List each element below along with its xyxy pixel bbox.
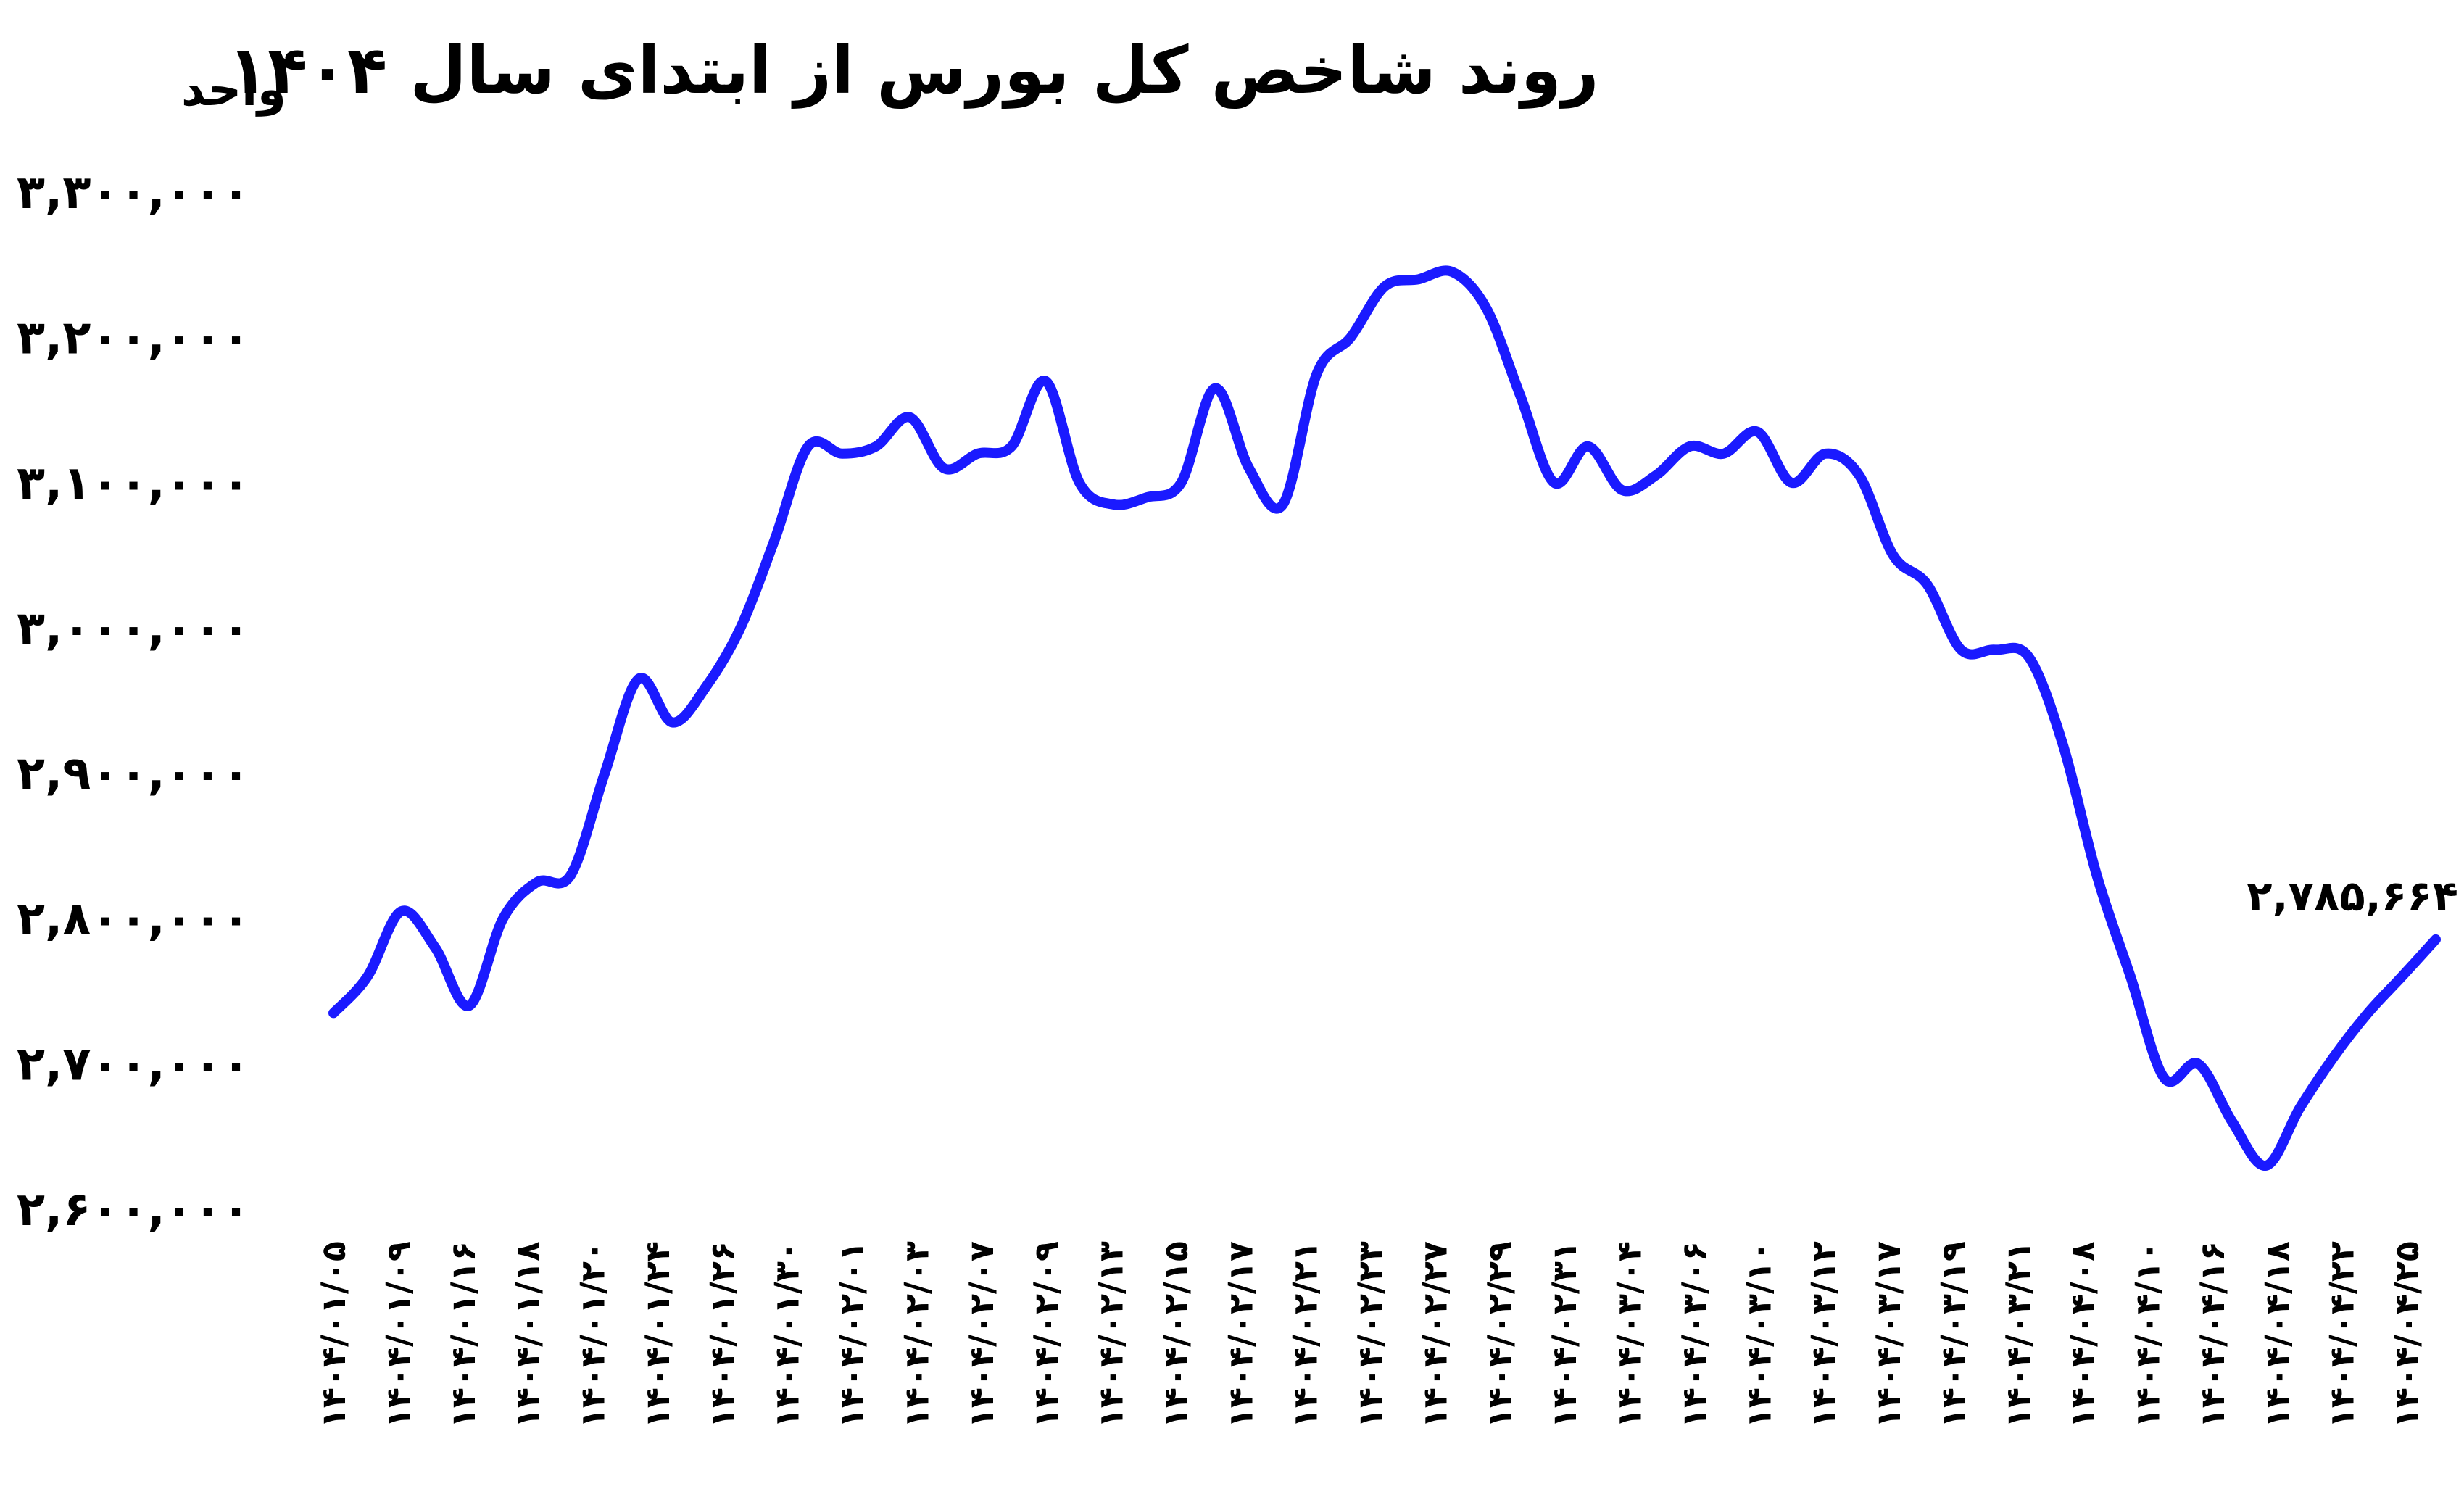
series-line bbox=[328, 265, 2441, 1171]
x-tick-label: ۱۴۰۴/۰۲/۰۱ bbox=[832, 1241, 871, 1428]
y-axis-unit-label: واحد bbox=[181, 63, 286, 117]
x-tick-label: ۱۴۰۴/۰۱/۱۸ bbox=[508, 1241, 547, 1428]
last-value-label: ۲,۷۸۵,۶۶۴ bbox=[2247, 871, 2458, 921]
y-tick-label: ۲,۶۰۰,۰۰۰ bbox=[17, 1183, 250, 1237]
x-tick-label: ۱۴۰۴/۰۴/۰۸ bbox=[2063, 1241, 2102, 1428]
x-tick-label: ۱۴۰۴/۰۲/۰۳ bbox=[897, 1241, 936, 1428]
x-tick-label: ۱۴۰۴/۰۲/۲۱ bbox=[1286, 1241, 1325, 1428]
x-tick-label: ۱۴۰۴/۰۲/۰۷ bbox=[962, 1241, 1001, 1428]
x-tick-label: ۱۴۰۴/۰۲/۲۷ bbox=[1415, 1241, 1454, 1428]
x-tick-label: ۱۴۰۴/۰۲/۲۹ bbox=[1480, 1241, 1519, 1428]
y-tick-label: ۳,۲۰۰,۰۰۰ bbox=[17, 311, 250, 365]
y-axis-tick-labels: ۲,۶۰۰,۰۰۰ ۲,۷۰۰,۰۰۰ ۲,۸۰۰,۰۰۰ ۲,۹۰۰,۰۰۰ ۳,۰۰… bbox=[17, 166, 250, 1237]
y-tick-label: ۳,۱۰۰,۰۰۰ bbox=[17, 457, 250, 510]
x-tick-label: ۱۴۰۴/۰۲/۱۵ bbox=[1156, 1241, 1195, 1428]
x-tick-label: ۱۴۰۴/۰۴/۱۶ bbox=[2193, 1241, 2232, 1428]
y-tick-label: ۲,۷۰۰,۰۰۰ bbox=[17, 1038, 250, 1092]
chart-title: روند شاخص کل بورس از ابتدای سال ۱۴۰۴ bbox=[228, 33, 1598, 109]
x-tick-label: ۱۴۰۴/۰۳/۰۶ bbox=[1675, 1241, 1714, 1428]
x-tick-label: ۱۴۰۴/۰۳/۱۰ bbox=[1739, 1241, 1778, 1428]
x-tick-label: ۱۴۰۴/۰۱/۳۰ bbox=[768, 1241, 807, 1428]
y-tick-label: ۳,۳۰۰,۰۰۰ bbox=[17, 166, 250, 220]
x-tick-label: ۱۴۰۴/۰۱/۰۹ bbox=[378, 1241, 418, 1428]
x-tick-label: ۱۴۰۴/۰۳/۱۹ bbox=[1933, 1241, 1973, 1428]
x-tick-label: ۱۴۰۴/۰۴/۲۲ bbox=[2323, 1241, 2362, 1428]
x-tick-label: ۱۴۰۴/۰۱/۲۶ bbox=[702, 1241, 742, 1428]
x-tick-label: ۱۴۰۴/۰۴/۲۵ bbox=[2387, 1241, 2426, 1428]
x-tick-label: ۱۴۰۴/۰۱/۲۴ bbox=[638, 1241, 677, 1428]
x-axis-tick-labels: ۱۴۰۴/۰۱/۰۵ ۱۴۰۴/۰۱/۰۹ ۱۴۰۴/۰۱/۱۶ ۱۴۰۴/۰۱/۱۸… bbox=[314, 1241, 2426, 1428]
y-tick-label: ۲,۹۰۰,۰۰۰ bbox=[17, 747, 250, 801]
y-tick-label: ۲,۸۰۰,۰۰۰ bbox=[17, 892, 250, 946]
x-tick-label: ۱۴۰۴/۰۳/۱۲ bbox=[1804, 1241, 1843, 1428]
x-tick-label: ۱۴۰۴/۰۳/۰۴ bbox=[1610, 1241, 1649, 1428]
x-tick-label: ۱۴۰۴/۰۱/۰۵ bbox=[314, 1241, 353, 1428]
x-tick-label: ۱۴۰۴/۰۴/۱۰ bbox=[2128, 1241, 2168, 1428]
x-tick-label: ۱۴۰۴/۰۲/۲۳ bbox=[1351, 1241, 1390, 1428]
y-tick-label: ۳,۰۰۰,۰۰۰ bbox=[17, 602, 250, 655]
x-tick-label: ۱۴۰۴/۰۳/۲۱ bbox=[1999, 1241, 2038, 1428]
x-tick-label: ۱۴۰۴/۰۴/۱۸ bbox=[2257, 1241, 2297, 1428]
x-tick-label: ۱۴۰۴/۰۱/۲۰ bbox=[573, 1241, 613, 1428]
x-tick-label: ۱۴۰۴/۰۳/۱۷ bbox=[1869, 1241, 1908, 1428]
x-tick-label: ۱۴۰۴/۰۲/۱۷ bbox=[1221, 1241, 1260, 1428]
x-tick-label: ۱۴۰۴/۰۲/۱۳ bbox=[1092, 1241, 1131, 1428]
x-tick-label: ۱۴۰۴/۰۲/۳۱ bbox=[1545, 1241, 1584, 1428]
x-tick-label: ۱۴۰۴/۰۲/۰۹ bbox=[1026, 1241, 1066, 1428]
x-tick-label: ۱۴۰۴/۰۱/۱۶ bbox=[444, 1241, 483, 1428]
